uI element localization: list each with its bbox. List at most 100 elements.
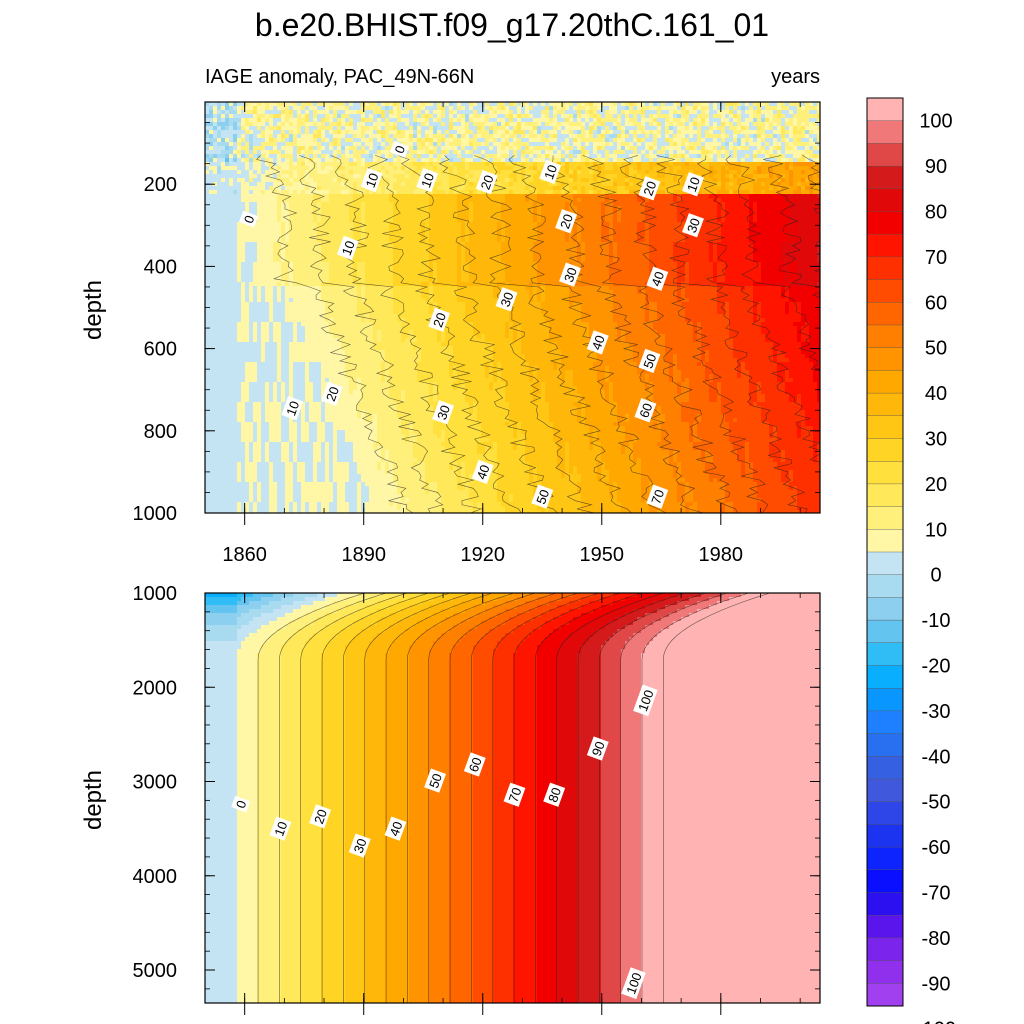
- bottom-panel-frame: [204, 592, 821, 1004]
- colorbar-swatch: [866, 97, 904, 122]
- colorbar-label: 40: [925, 383, 947, 405]
- top-contour-label: 20: [321, 381, 343, 406]
- colorbar-swatch: [866, 983, 904, 1007]
- colorbar-swatch: [866, 211, 904, 235]
- bottom-contour-label-text: 100: [623, 971, 645, 997]
- colorbar-swatch: [866, 619, 904, 644]
- bottom-contour-label: 50: [424, 768, 447, 793]
- bottom-contour-label-text: 20: [311, 807, 330, 826]
- top-contour-label: 70: [646, 484, 669, 509]
- bottom-y-tick-label: 1000: [133, 583, 178, 605]
- bottom-contour-label: 60: [463, 752, 486, 777]
- top-contour-label-text: 30: [684, 216, 703, 235]
- colorbar-swatch: [866, 801, 904, 825]
- colorbar-label: -60: [922, 837, 951, 859]
- top-contour-label: 40: [586, 330, 609, 355]
- colorbar-swatch: [866, 256, 904, 281]
- bottom-contour-label-text: 40: [386, 819, 405, 838]
- colorbar-swatch: [866, 937, 904, 962]
- colorbar-swatch: [866, 960, 904, 984]
- bottom-contour-label: 100: [633, 684, 658, 717]
- colorbar-swatch: [866, 370, 904, 394]
- top-contour-label-text: 40: [648, 270, 667, 289]
- bottom-contour-label-text: 90: [589, 739, 608, 758]
- top-x-tick-label: 1980: [699, 544, 744, 566]
- bottom-contour-label-text: 100: [635, 688, 657, 714]
- top-contour-label: 0: [239, 210, 259, 228]
- colorbar-swatch: [866, 506, 904, 530]
- top-y-tick-label: 1000: [133, 503, 178, 525]
- top-x-tick-label: 1920: [460, 544, 505, 566]
- colorbar-swatch: [866, 551, 904, 576]
- colorbar-swatch: [866, 165, 904, 190]
- colorbar-label: 10: [925, 519, 947, 541]
- top-contour-label: 20: [638, 176, 661, 201]
- bottom-contour-label: 0: [231, 795, 251, 813]
- top-contour-label-text: 40: [474, 463, 493, 482]
- top-contour-label-text: 30: [497, 290, 516, 309]
- top-contour-label-text: 70: [648, 487, 667, 506]
- colorbar-swatch: [866, 233, 904, 258]
- colorbar-label: -20: [922, 656, 951, 678]
- panel-subtitle-right: years: [771, 66, 820, 88]
- colorbar-label: -100: [916, 1019, 956, 1024]
- colorbar-label: -70: [922, 883, 951, 905]
- colorbar-label: 100: [919, 111, 952, 133]
- bottom-contour-label-text: 70: [505, 786, 524, 805]
- bottom-contour-labels: 0 10 20 30 40 50 60 70 80 90 100 100: [231, 684, 658, 1000]
- colorbar-label: 20: [925, 474, 947, 496]
- top-x-tick-label: 1860: [222, 544, 267, 566]
- bottom-contour-label: 10: [269, 816, 292, 841]
- colorbar: 1009080706050403020100-10-20-30-40-50-60…: [866, 97, 956, 1024]
- bottom-y-tick-label: 4000: [133, 866, 178, 888]
- colorbar-swatch: [866, 824, 904, 848]
- top-y-tick-label: 600: [144, 339, 177, 361]
- bottom-contour-label-text: 80: [545, 786, 564, 805]
- colorbar-swatch: [866, 665, 904, 689]
- colorbar-swatch: [866, 279, 904, 303]
- top-y-tick-label: 800: [144, 421, 177, 443]
- top-contour-label: 10: [416, 167, 439, 193]
- colorbar-label: -50: [922, 792, 951, 814]
- top-contour-label: 30: [559, 262, 581, 287]
- bottom-panel: 0 10 20 30 40 50 60 70 80 90 100 100 1000 2000 3000 40…: [80, 583, 821, 1015]
- colorbar-swatch: [866, 438, 904, 462]
- colorbar-swatch: [866, 415, 904, 439]
- bottom-contour-label: 70: [503, 782, 526, 807]
- top-contour-label-text: 20: [323, 385, 342, 404]
- bottom-contour-label-text: 10: [271, 819, 290, 838]
- colorbar-swatch: [866, 733, 904, 757]
- colorbar-label: -40: [922, 746, 951, 768]
- bottom-y-tick-label: 3000: [133, 772, 178, 794]
- top-contour-label: 10: [336, 235, 359, 261]
- bottom-y-tick-label: 5000: [133, 960, 178, 982]
- top-contour-label-text: 50: [640, 352, 659, 371]
- top-contour-label: 10: [360, 167, 383, 193]
- top-contour-label-text: 10: [283, 399, 302, 418]
- top-contour-label-text: 20: [557, 212, 576, 231]
- bottom-contour-label-text: 30: [351, 836, 370, 855]
- panel-subtitle-left: IAGE anomaly, PAC_49N-66N: [205, 66, 474, 88]
- bottom-y-axis-label: depth: [80, 770, 107, 830]
- bottom-contour-label: 100: [621, 967, 646, 1000]
- colorbar-swatch: [866, 324, 904, 349]
- top-y-tick-label: 200: [144, 174, 177, 196]
- bottom-contour-label: 20: [309, 804, 332, 829]
- top-y-tick-label: 400: [144, 256, 177, 278]
- top-contour-label-text: 10: [684, 175, 703, 194]
- top-contour-label: 10: [539, 159, 562, 185]
- colorbar-label: 30: [925, 429, 947, 451]
- top-contour-label-text: 20: [640, 179, 659, 198]
- top-contour-label: 0: [389, 140, 409, 158]
- colorbar-swatch: [866, 461, 904, 485]
- top-contour-label: 20: [475, 169, 498, 195]
- top-contour-label-text: 30: [561, 265, 580, 284]
- top-contour-label-text: 30: [434, 403, 453, 422]
- colorbar-swatch: [866, 120, 904, 144]
- colorbar-label: 0: [930, 565, 941, 587]
- top-contour-label: 20: [555, 209, 578, 234]
- bottom-y-tick-label: 2000: [133, 677, 178, 699]
